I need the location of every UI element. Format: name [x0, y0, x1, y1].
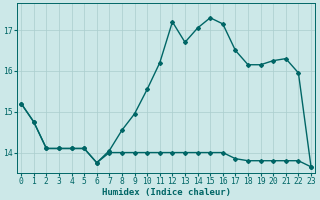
X-axis label: Humidex (Indice chaleur): Humidex (Indice chaleur)	[101, 188, 231, 197]
